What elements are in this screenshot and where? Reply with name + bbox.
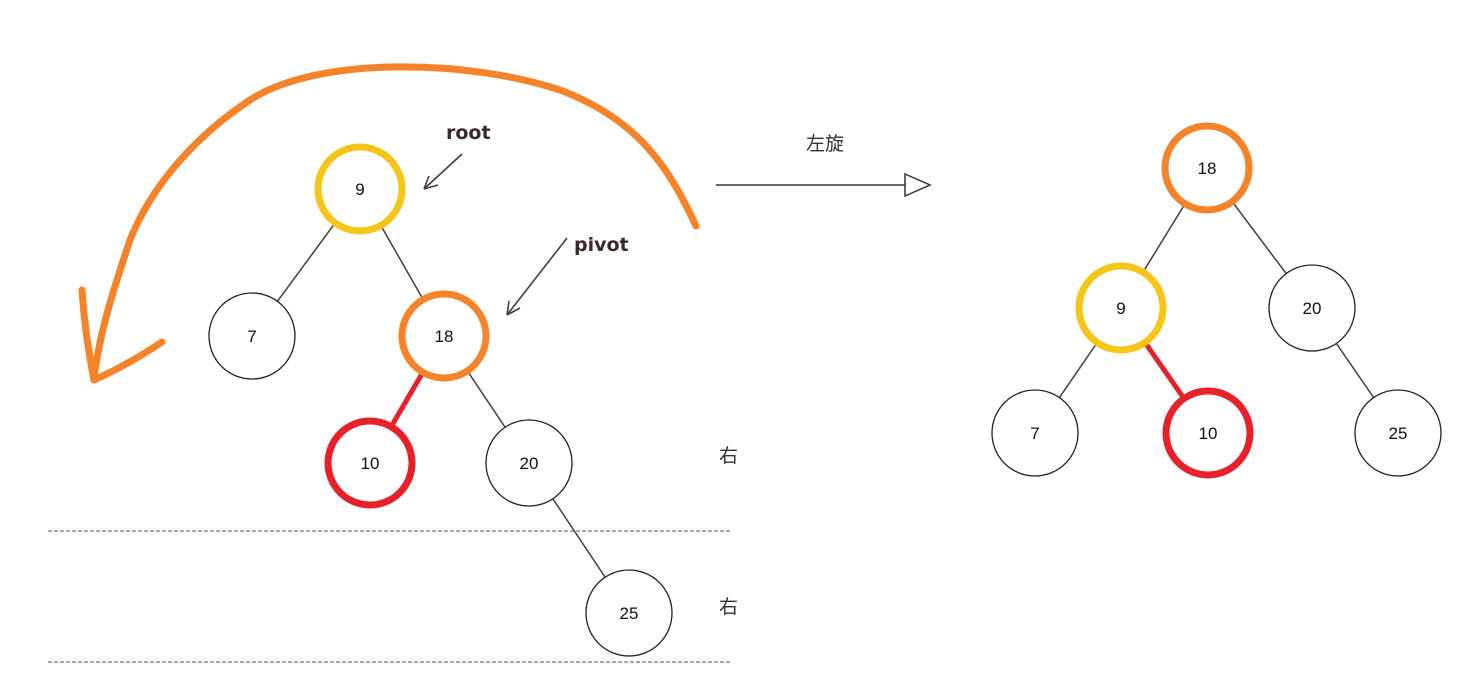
before-node-label-7: 7 (247, 327, 256, 346)
root-label: root (446, 122, 491, 144)
before-node-circle-20 (485, 419, 573, 507)
before-node-label-20: 20 (520, 454, 539, 473)
before-node-circle-18 (398, 290, 490, 382)
after-node-20: 20 (1268, 264, 1356, 352)
pivot-pointer-arrow (506, 237, 568, 316)
before-node-circle-25 (585, 569, 673, 657)
before-node-label-25: 25 (620, 604, 639, 623)
before-node-20: 20 (485, 419, 573, 507)
before-node-label-10: 10 (361, 454, 380, 473)
rotate-left-arrow (716, 172, 932, 198)
after-node-label-7: 7 (1030, 424, 1039, 443)
after-node-circle-10 (1162, 387, 1254, 479)
before-node-circle-10 (324, 417, 416, 509)
after-node-label-9: 9 (1116, 299, 1125, 318)
before-node-9: 9 (314, 143, 406, 235)
after-node-circle-18 (1161, 122, 1253, 214)
after-node-label-10: 10 (1199, 424, 1218, 443)
after-node-25: 25 (1354, 389, 1442, 477)
before-node-7: 7 (208, 292, 296, 380)
after-node-label-18: 18 (1198, 159, 1217, 178)
before-node-25: 25 (585, 569, 673, 657)
pivot-label: pivot (574, 234, 629, 256)
after-node-label-25: 25 (1389, 424, 1408, 443)
before-node-label-18: 18 (435, 327, 454, 346)
right-label-lower: 右 (719, 596, 738, 618)
before-node-circle-9 (314, 143, 406, 235)
rotate-left-label: 左旋 (806, 133, 844, 155)
before-node-label-9: 9 (355, 180, 364, 199)
after-node-7: 7 (991, 389, 1079, 477)
after-node-circle-20 (1268, 264, 1356, 352)
after-node-18: 18 (1161, 122, 1253, 214)
before-node-10: 10 (324, 417, 416, 509)
after-node-label-20: 20 (1303, 299, 1322, 318)
after-node-circle-25 (1354, 389, 1442, 477)
after-node-circle-9 (1075, 262, 1167, 354)
rotation-curve-arrow (78, 63, 700, 384)
root-pointer-arrow (423, 153, 463, 190)
after-node-10: 10 (1162, 387, 1254, 479)
before-node-18: 18 (398, 290, 490, 382)
after-node-circle-7 (991, 389, 1079, 477)
after-node-9: 9 (1075, 262, 1167, 354)
right-label-upper: 右 (719, 445, 738, 467)
before-node-circle-7 (208, 292, 296, 380)
